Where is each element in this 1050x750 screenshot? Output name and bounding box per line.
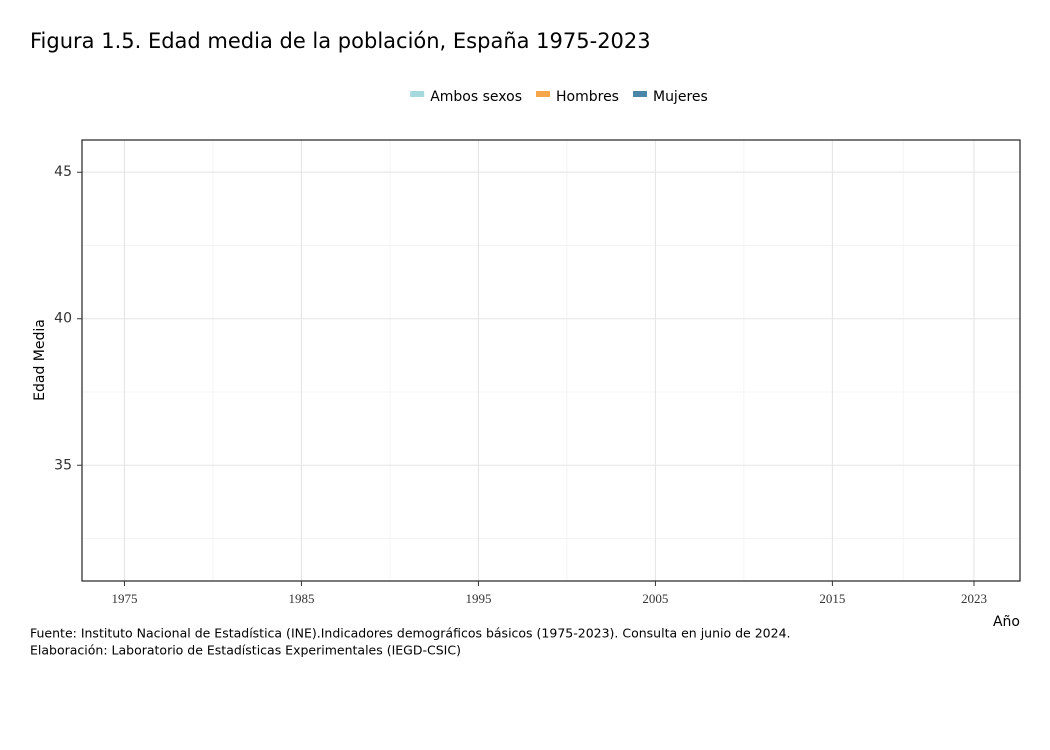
- y-tick-label: 40: [54, 311, 72, 327]
- x-tick-label: 2015: [819, 591, 845, 606]
- legend-item: Ambos sexos: [410, 89, 522, 105]
- x-tick-label: 2005: [642, 591, 668, 606]
- grid: [82, 140, 1020, 581]
- x-tick-label: 1985: [288, 591, 314, 606]
- legend-key: [536, 91, 550, 97]
- legend-key: [632, 91, 647, 97]
- x-tick-label: 1995: [465, 591, 491, 606]
- source-note: Elaboración: Laboratorio de Estadísticas…: [30, 643, 461, 658]
- source-note: Fuente: Instituto Nacional de Estadístic…: [30, 626, 791, 641]
- x-tick-label: 2023: [961, 591, 987, 606]
- x-tick-label: 1975: [111, 591, 137, 606]
- legend-label: Ambos sexos: [430, 89, 522, 105]
- chart-title: Figura 1.5. Edad media de la población, …: [30, 29, 651, 53]
- legend-label: Hombres: [556, 89, 619, 105]
- y-tick-label: 35: [54, 457, 72, 473]
- legend-label: Mujeres: [653, 89, 708, 105]
- legend-item: Hombres: [536, 89, 619, 105]
- plot-border: [81, 139, 1021, 582]
- y-tick-label: 45: [54, 164, 72, 180]
- x-axis-label: Año: [993, 614, 1020, 630]
- legend: Ambos sexos Hombres Mujeres: [410, 89, 708, 105]
- legend-item: Mujeres: [632, 89, 708, 105]
- y-axis-label: Edad Media: [32, 319, 48, 401]
- legend-key: [410, 91, 425, 97]
